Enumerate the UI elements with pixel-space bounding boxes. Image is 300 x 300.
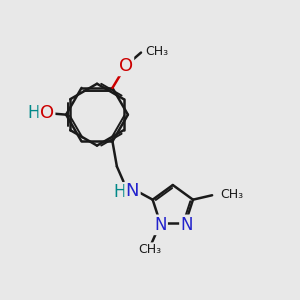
Text: CH₃: CH₃: [220, 188, 244, 201]
Text: H: H: [114, 183, 126, 201]
Text: O: O: [40, 104, 54, 122]
Text: N: N: [181, 216, 193, 234]
Text: CH₃: CH₃: [139, 243, 162, 256]
Text: H: H: [27, 104, 40, 122]
Text: O: O: [118, 57, 133, 75]
Text: CH₃: CH₃: [146, 45, 169, 58]
Text: N: N: [126, 182, 139, 200]
Text: N: N: [154, 216, 167, 234]
